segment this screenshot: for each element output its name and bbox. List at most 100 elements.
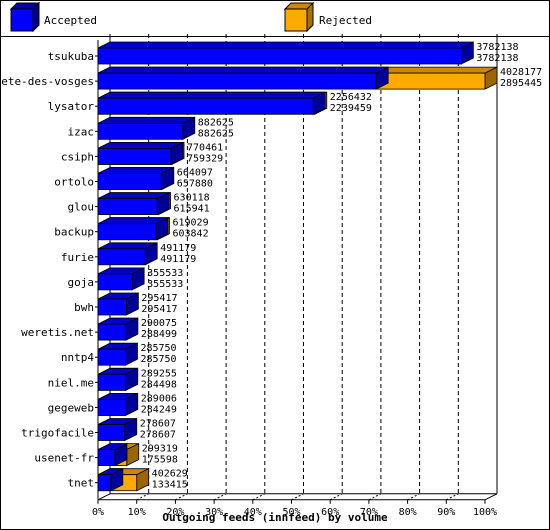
data-label-accepted: 2895445 <box>500 78 542 89</box>
data-label-accepted: 355533 <box>147 279 183 290</box>
floor-right-edge <box>484 493 498 501</box>
data-label-rejected: 2256432 <box>330 92 372 103</box>
data-label-rejected: 664097 <box>177 168 213 179</box>
data-label-rejected: 882625 <box>198 117 234 128</box>
legend-label-rejected: Rejected <box>319 14 372 27</box>
category-label: nntp4 <box>61 351 94 364</box>
x-tick-label: 70% <box>360 507 378 518</box>
x-tick-label: 0% <box>92 507 104 518</box>
category-label: izac <box>68 125 95 138</box>
category-label: glou <box>68 201 95 214</box>
legend-item-rejected: Rejected <box>283 1 372 33</box>
data-label-rejected: 278607 <box>140 419 176 430</box>
data-label-rejected: 289006 <box>141 393 177 404</box>
floor-grid-line <box>252 493 266 501</box>
category-label: csiph <box>61 150 94 163</box>
bar-accepted <box>97 66 389 90</box>
data-label-accepted: 284498 <box>141 379 177 390</box>
bar-accepted <box>97 442 128 467</box>
legend-label-accepted: Accepted <box>44 14 97 27</box>
plot-area: 0% 10% 20% 30% 40% 50% 60% 70% 80% 90% 100% tsukuba… <box>0 34 542 518</box>
data-label-rejected: 290075 <box>141 318 177 329</box>
category-label: bete-des-vosges <box>0 75 94 88</box>
category-label: tnet <box>68 477 95 490</box>
legend: Accepted Rejected <box>9 1 372 33</box>
legend-swatch-rejected <box>284 8 308 32</box>
data-label-accepted: 759329 <box>187 153 223 164</box>
legend-item-accepted: Accepted <box>9 1 97 33</box>
bar-accepted <box>97 91 326 115</box>
category-label: trigofacile <box>21 427 94 440</box>
bar-accepted <box>97 166 174 191</box>
category-label: weretis.net <box>21 326 94 339</box>
x-tick-label: 50% <box>282 507 300 518</box>
data-label-rejected: 4028177 <box>500 67 542 78</box>
legend-swatch-accepted <box>10 8 34 32</box>
x-tick-label: 10% <box>128 507 146 518</box>
category-label: furie <box>61 251 94 264</box>
category-label: lysator <box>48 100 95 113</box>
floor-grid-line <box>136 493 149 501</box>
data-label-accepted: 175598 <box>142 455 178 466</box>
floor-left-edge <box>97 493 111 501</box>
bar-accepted <box>97 191 170 216</box>
data-label-accepted: 285750 <box>140 354 176 365</box>
bar-accepted <box>97 317 139 341</box>
data-label-accepted: 2239459 <box>330 103 372 114</box>
data-label-rejected: 299319 <box>142 444 178 455</box>
category-label: goja <box>68 276 95 289</box>
bar-accepted <box>97 342 138 366</box>
floor-grid-line <box>407 493 420 501</box>
floor-grid-line <box>446 493 459 501</box>
x-tick-label: 90% <box>437 507 455 518</box>
data-label-accepted: 657880 <box>177 179 213 190</box>
data-label-accepted: 284249 <box>141 404 177 415</box>
x-axis-label: Outgoing feeds (innfeed) by volume <box>162 511 388 524</box>
x-tick-label: 40% <box>244 507 262 518</box>
data-label-rejected: 355533 <box>147 268 183 279</box>
bar-accepted <box>97 417 138 442</box>
floor-grid-line <box>329 493 343 501</box>
x-tick-label: 100% <box>473 507 497 518</box>
data-label-rejected: 295417 <box>141 293 177 304</box>
bar-accepted <box>97 141 184 166</box>
category-label: gegeweb <box>48 401 94 414</box>
floor-grid-line <box>175 493 188 501</box>
floor-grid-line <box>291 493 304 501</box>
data-label-accepted: 295417 <box>141 304 177 315</box>
data-label-rejected: 285750 <box>140 343 176 354</box>
data-label-accepted: 882625 <box>198 128 234 139</box>
category-label: niel.me <box>48 376 94 389</box>
bar-accepted <box>97 367 138 391</box>
data-label-rejected: 619029 <box>172 218 208 229</box>
x-tick-label: 30% <box>205 507 223 518</box>
category-label: usenet-fr <box>34 452 94 465</box>
data-label-rejected: 630118 <box>174 193 210 204</box>
bar-accepted <box>97 217 169 241</box>
bar-accepted <box>97 292 139 316</box>
category-label: tsukuba <box>48 50 94 63</box>
x-tick-label: 80% <box>399 507 417 518</box>
floor-grid-line <box>368 493 382 501</box>
data-label-accepted: 278607 <box>140 430 176 441</box>
data-label-accepted: 288499 <box>141 329 177 340</box>
data-label-rejected: 770461 <box>187 142 223 153</box>
data-label-rejected: 491179 <box>160 243 196 254</box>
x-tick-label: 60% <box>321 507 339 518</box>
bar-accepted <box>97 41 474 65</box>
bar-accepted <box>97 468 124 492</box>
category-label: bwh <box>74 301 94 314</box>
x-tick-label: 20% <box>166 507 184 518</box>
data-label-accepted: 133415 <box>152 480 188 491</box>
bar-accepted <box>97 116 196 140</box>
category-label: ortolo <box>54 176 94 189</box>
data-label-accepted: 491179 <box>160 254 196 265</box>
data-label-rejected: 402629 <box>152 469 188 480</box>
data-label-rejected: 289255 <box>141 368 177 379</box>
category-label: backup <box>54 226 94 239</box>
bar-accepted <box>97 267 145 291</box>
data-label-accepted: 603842 <box>172 229 208 240</box>
data-label-accepted: 3782138 <box>476 53 518 64</box>
